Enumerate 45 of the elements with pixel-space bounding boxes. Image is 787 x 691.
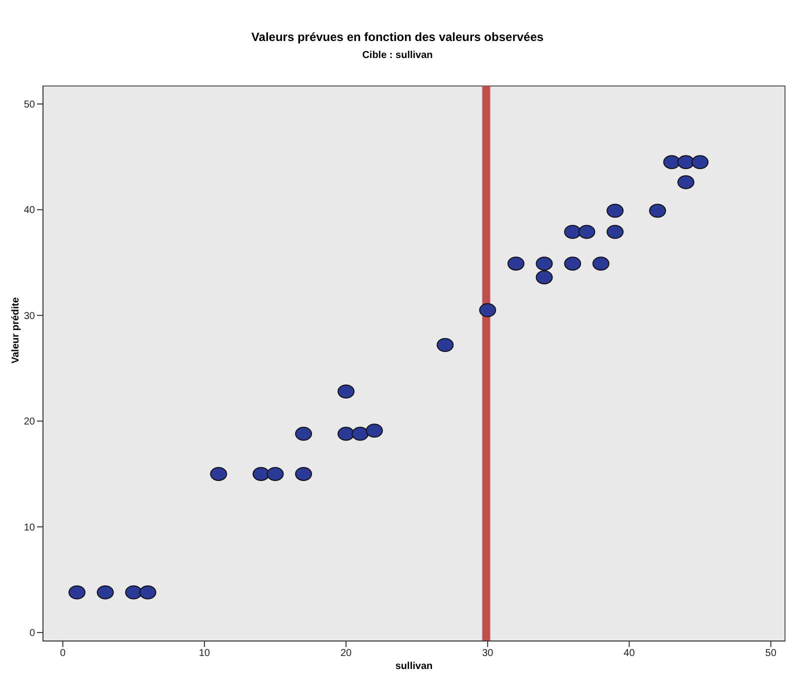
point	[578, 224, 596, 239]
point	[663, 155, 680, 170]
point	[479, 303, 496, 318]
point	[507, 256, 524, 271]
point	[564, 256, 582, 271]
chart-title: Valeurs prévues en fonction des valeurs observées	[250, 30, 545, 44]
point	[536, 256, 553, 271]
y-tick-label: 40	[24, 205, 36, 216]
chart-subtitle: Cible : sullivan	[361, 50, 434, 61]
point	[692, 155, 709, 170]
point	[564, 224, 582, 239]
point	[606, 204, 624, 218]
y-tick-label: 10	[24, 522, 36, 534]
point	[677, 155, 694, 170]
point	[139, 585, 156, 600]
x-tick-label: 0	[60, 648, 66, 660]
x-tick-label: 50	[765, 648, 777, 660]
point	[96, 585, 114, 600]
x-tick-label: 30	[482, 648, 494, 660]
point	[352, 426, 369, 441]
y-tick-label: 20	[24, 416, 36, 428]
point	[338, 384, 355, 399]
point	[252, 466, 270, 481]
x-axis-title: sullivan	[395, 661, 433, 672]
point	[125, 585, 142, 600]
point	[606, 224, 624, 239]
point	[677, 175, 694, 190]
point	[68, 585, 86, 600]
point	[592, 256, 610, 271]
y-tick-label: 50	[24, 100, 36, 111]
point	[210, 466, 228, 481]
point	[436, 338, 454, 352]
y-axis-title: Valeur prédite	[10, 296, 22, 364]
x-tick-label: 10	[198, 648, 210, 660]
point	[338, 426, 355, 441]
y-tick-label: 0	[29, 628, 36, 640]
point	[649, 204, 666, 218]
x-tick-label: 20	[340, 648, 352, 660]
x-tick-label: 40	[624, 648, 636, 660]
point	[295, 426, 312, 441]
y-tick-label: 30	[24, 310, 36, 322]
point	[295, 466, 312, 481]
point	[266, 466, 284, 481]
point	[536, 270, 553, 284]
point	[366, 424, 383, 438]
